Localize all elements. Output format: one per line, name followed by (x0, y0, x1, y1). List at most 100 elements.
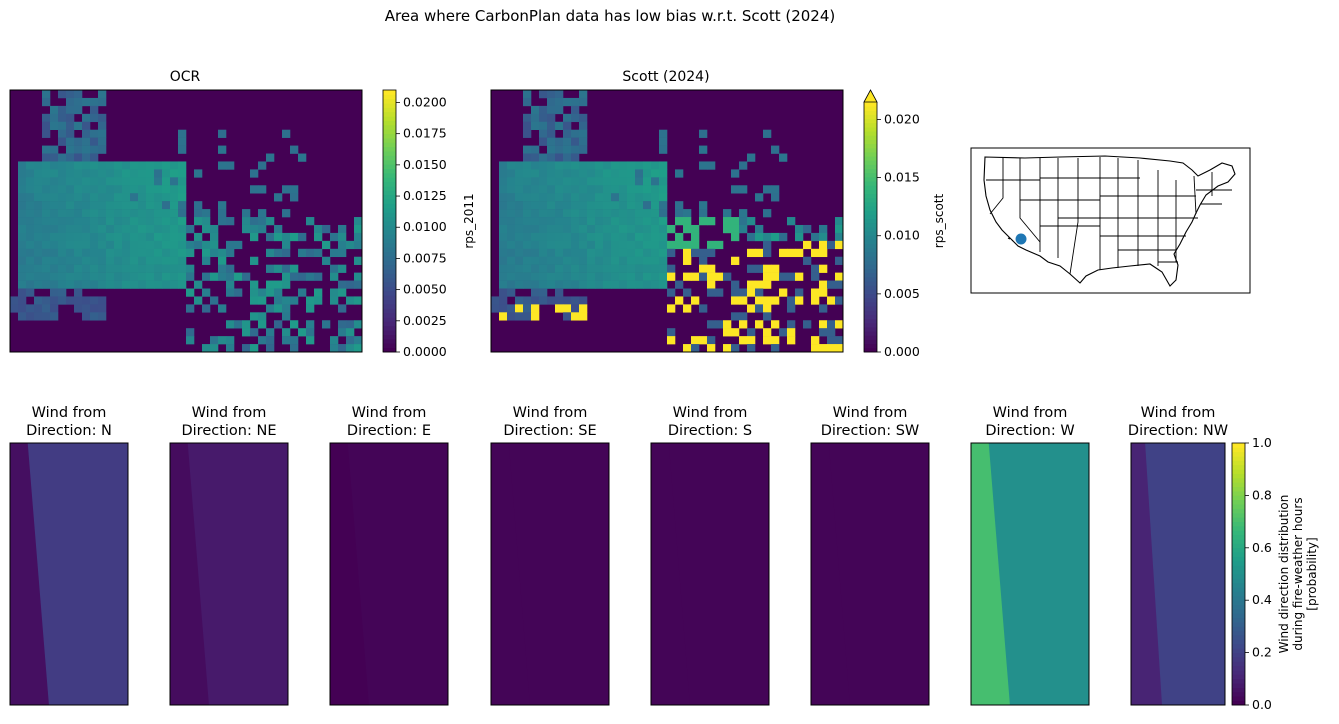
scott-colorbar: 0.0000.0050.0100.0150.020 (863, 89, 920, 359)
heatmap-cell (74, 209, 83, 218)
heatmap-cell (58, 288, 67, 297)
heatmap-cell (58, 169, 67, 178)
heatmap-cell (651, 209, 660, 218)
heatmap-cell (683, 209, 692, 218)
heatmap-cell (354, 256, 363, 265)
heatmap-cell (258, 161, 267, 170)
heatmap-cell (787, 320, 796, 329)
heatmap-cell (274, 320, 283, 329)
heatmap-cell (138, 280, 147, 289)
heatmap-cell (290, 185, 299, 194)
heatmap-cell (82, 97, 91, 107)
heatmap-cell (162, 177, 171, 186)
scott-frame (490, 89, 844, 353)
heatmap-cell (354, 224, 363, 234)
heatmap-cell (178, 217, 187, 226)
heatmap-cell (659, 224, 668, 234)
colorbar-segment (1232, 499, 1245, 505)
heatmap-cell (130, 217, 139, 226)
heatmap-cell (114, 177, 123, 186)
colorbar-segment (383, 260, 396, 266)
heatmap-cell (651, 224, 660, 234)
heatmap-cell (90, 224, 99, 234)
heatmap-cell (659, 161, 668, 170)
colorbar-segment (383, 238, 396, 244)
heatmap-cell (90, 177, 99, 186)
heatmap-cell (42, 121, 51, 130)
colorbar-segment (383, 343, 396, 349)
heatmap-cell (691, 344, 700, 353)
heatmap-cell (587, 185, 596, 194)
heatmap-cell (42, 272, 51, 281)
colorbar-segment (383, 295, 396, 300)
heatmap-cell (779, 288, 788, 297)
heatmap-cell (515, 224, 524, 234)
heatmap-cell (611, 248, 620, 258)
heatmap-cell (34, 209, 43, 218)
heatmap-cell (42, 296, 51, 305)
heatmap-cell (338, 320, 347, 329)
heatmap-cell (675, 201, 684, 210)
heatmap-cell (787, 217, 796, 226)
heatmap-cell (146, 161, 155, 170)
heatmap-cell (763, 296, 772, 305)
heatmap-cell (683, 248, 692, 258)
heatmap-cell (659, 185, 668, 194)
heatmap-cell (266, 304, 275, 313)
heatmap-cell (250, 288, 259, 297)
wind-panel-frame (9, 442, 129, 706)
heatmap-cell (659, 209, 668, 218)
heatmap-cell (603, 193, 612, 202)
colorbar-segment (1232, 674, 1245, 680)
colorbar-segment (383, 338, 396, 344)
heatmap-cell (555, 240, 564, 250)
heatmap-cell (579, 177, 588, 186)
heatmap-cell (82, 248, 91, 258)
heatmap-cell (739, 288, 748, 297)
heatmap-cell (507, 240, 516, 250)
colorbar-segment (864, 152, 877, 157)
heatmap-cell (507, 201, 516, 210)
colorbar-segment (1232, 587, 1245, 592)
heatmap-cell (314, 272, 323, 281)
heatmap-cell (811, 272, 820, 281)
heatmap-cell (50, 304, 59, 313)
heatmap-cell (515, 304, 524, 313)
heatmap-cell (811, 288, 820, 297)
heatmap-cell (563, 177, 572, 186)
heatmap-cell (763, 185, 772, 194)
heatmap-cell (643, 169, 652, 178)
heatmap-cell (827, 320, 836, 329)
heatmap-cell (122, 240, 131, 250)
heatmap-cell (683, 240, 692, 250)
wind-panel-left-region (170, 443, 209, 705)
heatmap-cell (58, 296, 67, 305)
heatmap-cell (619, 193, 628, 202)
heatmap-cell (547, 248, 556, 258)
heatmap-cell (170, 161, 179, 170)
heatmap-cell (282, 209, 291, 218)
heatmap-cell (26, 201, 35, 210)
heatmap-cell (619, 256, 628, 265)
heatmap-cell (74, 288, 83, 297)
heatmap-cell (539, 153, 548, 162)
heatmap-cell (723, 224, 732, 234)
heatmap-cell (507, 209, 516, 218)
heatmap-cell (258, 312, 267, 321)
heatmap-cell (58, 224, 67, 234)
heatmap-cell (499, 256, 508, 265)
heatmap-cell (98, 232, 107, 242)
heatmap-cell (539, 185, 548, 194)
heatmap-cell (146, 248, 155, 258)
heatmap-cell (747, 153, 756, 162)
heatmap-cell (178, 209, 187, 218)
heatmap-cell (74, 137, 83, 146)
heatmap-cell (58, 280, 67, 289)
heatmap-cell (34, 280, 43, 289)
heatmap-cell (723, 320, 732, 329)
heatmap-cell (523, 248, 532, 258)
heatmap-cell (34, 232, 43, 242)
heatmap-cell (683, 256, 692, 265)
heatmap-cell (282, 296, 291, 305)
heatmap-cell (635, 193, 644, 202)
